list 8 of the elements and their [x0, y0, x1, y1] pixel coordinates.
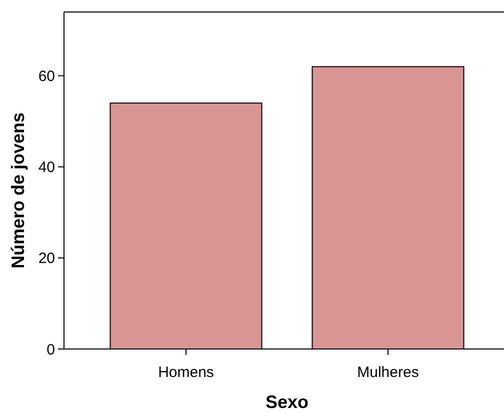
- y-tick-label: 60: [38, 68, 55, 86]
- x-tick-label: Mulheres: [357, 364, 419, 381]
- y-tick-label: 0: [46, 341, 55, 358]
- y-tick-label: 40: [38, 159, 55, 176]
- x-axis-title: Sexo: [265, 392, 309, 412]
- x-tick-label: Homens: [158, 364, 214, 381]
- y-axis-title: Número de jovens: [8, 112, 28, 269]
- y-tick-label: 20: [38, 250, 55, 268]
